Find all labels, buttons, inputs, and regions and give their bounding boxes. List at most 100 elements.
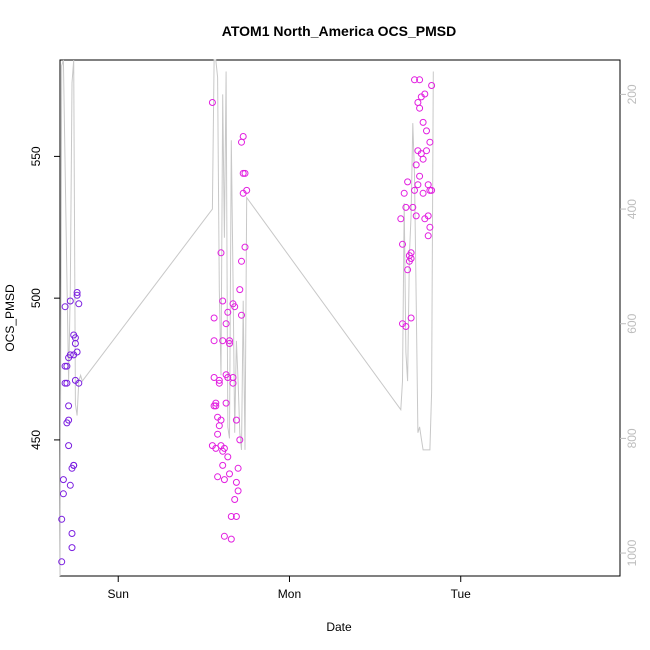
right-tick-label: 1000 (625, 539, 639, 566)
x-axis-title: Date (326, 620, 352, 634)
data-point (421, 90, 429, 98)
data-point (219, 461, 227, 469)
x-tick-label: Mon (278, 587, 301, 601)
data-point (402, 323, 410, 330)
data-point (411, 186, 418, 194)
data-point (234, 487, 242, 495)
data-point (227, 535, 235, 543)
data-point (229, 379, 237, 387)
right-tick-label: 600 (625, 313, 639, 333)
data-point (238, 257, 245, 265)
data-point (63, 379, 71, 387)
data-point (215, 376, 223, 384)
data-point (412, 161, 420, 169)
data-point (428, 186, 436, 194)
data-point (407, 314, 415, 322)
data-point (73, 289, 81, 296)
data-point (65, 442, 73, 450)
data-point (426, 223, 434, 231)
data-point (232, 416, 240, 424)
data-point (217, 416, 225, 424)
y-tick-label: 500 (29, 288, 43, 308)
y-axis-title: OCS_PMSD (3, 284, 17, 352)
data-point (59, 490, 67, 498)
data-point (68, 530, 76, 537)
data-point (75, 300, 83, 308)
data-point (212, 444, 220, 452)
data-point (402, 203, 410, 211)
data-point (397, 215, 405, 223)
series-line (59, 59, 434, 577)
data-point (70, 461, 78, 469)
data-point (423, 147, 430, 155)
x-tick-label: Tue (451, 587, 472, 601)
data-point (399, 240, 406, 248)
data-point (208, 99, 216, 106)
data-point (220, 444, 228, 452)
data-point (243, 186, 251, 194)
data-point (219, 337, 227, 345)
data-point (238, 311, 245, 319)
data-point (65, 402, 73, 410)
data-point (407, 255, 415, 262)
data-point (215, 422, 223, 430)
data-point (419, 189, 427, 197)
data-point (241, 243, 249, 251)
data-point (424, 181, 432, 189)
data-point (210, 314, 218, 322)
data-point (63, 362, 71, 370)
data-point (231, 303, 239, 311)
data-point (66, 481, 74, 489)
data-point (404, 178, 412, 186)
data-point (210, 374, 218, 381)
data-point (212, 402, 220, 410)
data-point (210, 337, 218, 345)
data-point (73, 291, 81, 299)
plot-frame (59, 59, 621, 577)
data-point (241, 169, 249, 177)
data-point (226, 340, 233, 347)
data-point (423, 127, 430, 135)
data-point (400, 189, 408, 197)
data-point (239, 133, 247, 140)
data-point (424, 212, 432, 220)
data-point (224, 308, 232, 316)
data-point (236, 436, 244, 444)
data-point (222, 320, 230, 328)
data-point (212, 399, 220, 407)
data-point (428, 82, 436, 89)
right-tick-label: 200 (625, 84, 639, 104)
data-point (66, 297, 74, 305)
right-axis: 200 400 600 800 1000 (620, 84, 639, 566)
data-point (419, 118, 427, 126)
data-point (215, 379, 223, 387)
data-point (236, 286, 244, 294)
data-point (222, 399, 230, 407)
data-point (416, 172, 424, 180)
right-tick-label: 400 (625, 199, 639, 219)
data-point (61, 303, 69, 311)
data-point (419, 155, 427, 163)
data-point (226, 337, 233, 345)
chart-line-group (59, 59, 434, 577)
data-point (224, 374, 232, 381)
data-point (234, 464, 242, 472)
y-tick-label: 550 (29, 146, 43, 166)
data-point (412, 212, 420, 220)
data-point (220, 532, 228, 540)
data-point (219, 297, 227, 305)
y-tick-label: 450 (29, 430, 43, 450)
data-point (404, 266, 412, 274)
data-point (224, 453, 232, 461)
data-point (220, 476, 228, 484)
data-point (231, 496, 239, 503)
data-point (416, 104, 424, 112)
data-point (227, 513, 235, 520)
data-point (414, 181, 422, 189)
x-tick-label: Sun (108, 587, 129, 601)
data-point (226, 470, 233, 478)
chart-title: ATOM1 North_America OCS_PMSD (222, 23, 456, 39)
y-axis: 450 500 550 (29, 146, 60, 450)
data-point (214, 473, 222, 481)
